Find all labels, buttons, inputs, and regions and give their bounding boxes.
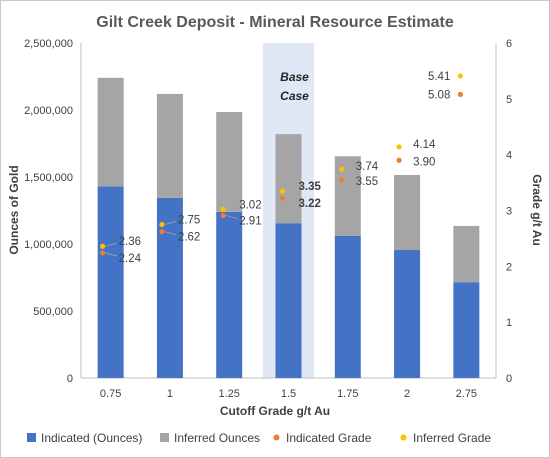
x-tick-label: 2	[404, 388, 410, 400]
y2-tick-label: 1	[506, 317, 512, 329]
x-tick-label: 1.5	[281, 388, 296, 400]
legend-label: Inferred Ounces	[174, 431, 260, 445]
label-leader	[164, 231, 177, 236]
marker-indicated-grade	[339, 177, 345, 183]
y2-tick-label: 0	[506, 373, 512, 385]
base-case-label-line2: Case	[280, 89, 309, 103]
marker-inferred-grade	[159, 221, 165, 228]
y-tick-label: 500,000	[33, 306, 73, 318]
x-tick-label: 1	[167, 388, 173, 400]
bar-indicated-ounces	[394, 250, 421, 378]
bar-inferred-ounces	[97, 77, 124, 187]
label-inferred-grade: 3.02	[239, 199, 261, 211]
marker-indicated-grade	[159, 229, 165, 235]
label-inferred-grade: 5.41	[428, 71, 450, 83]
legend-label: Indicated Grade	[286, 431, 372, 445]
label-indicated-grade: 2.91	[239, 216, 261, 228]
y-tick-label: 1,000,000	[24, 239, 73, 251]
marker-indicated-grade	[100, 250, 106, 256]
bar-indicated-ounces	[156, 197, 183, 378]
label-leader	[226, 205, 238, 210]
y-tick-label: 2,000,000	[24, 105, 73, 117]
label-inferred-grade: 2.36	[119, 236, 141, 248]
bar-indicated-ounces	[334, 235, 361, 378]
plot-area: Base Case 0 500,000 1,000,000 1,500,000 2,000,…	[24, 38, 512, 400]
legend-swatch	[160, 433, 169, 442]
marker-indicated-grade	[396, 157, 402, 163]
marker-indicated-grade	[279, 195, 286, 201]
marker-indicated-grade	[457, 91, 463, 97]
label-indicated-grade: 3.90	[413, 156, 435, 168]
label-indicated-grade: 3.55	[356, 176, 378, 188]
legend-label: Inferred Grade	[413, 431, 491, 445]
marker-inferred-grade	[396, 144, 402, 150]
y2-tick-label: 6	[506, 38, 512, 50]
marker-inferred-grade	[339, 166, 345, 172]
y-tick-label: 2,500,000	[24, 38, 73, 50]
bar-inferred-ounces	[156, 93, 183, 198]
legend-swatch	[27, 433, 36, 442]
label-indicated-grade: 3.22	[299, 198, 321, 210]
y2-tick-label: 3	[506, 206, 512, 218]
bar-indicated-ounces	[453, 282, 480, 378]
label-leader	[285, 187, 297, 192]
bar-inferred-ounces	[216, 112, 243, 212]
bar-indicated-ounces	[216, 211, 243, 378]
y2-tick-label: 2	[506, 261, 512, 273]
x-tick-label: 2.75	[456, 388, 477, 400]
label-inferred-grade: 2.75	[178, 214, 200, 226]
label-leader	[164, 221, 177, 225]
legend-marker	[273, 434, 280, 441]
x-tick-label: 1.25	[219, 388, 240, 400]
x-tick-label: 1.75	[337, 388, 358, 400]
legend-label: Indicated (Ounces)	[41, 431, 142, 445]
legend-marker	[400, 434, 407, 441]
label-inferred-grade: 3.35	[299, 181, 322, 193]
bar-inferred-ounces	[453, 225, 480, 283]
legend: Indicated (Ounces) Inferred Ounces Indicat…	[27, 431, 491, 445]
chart-title: Gilt Creek Deposit - Mineral Resource Es…	[96, 14, 454, 31]
label-leader	[226, 215, 238, 219]
label-inferred-grade: 4.14	[413, 139, 436, 151]
y-tick-label: 0	[67, 373, 73, 385]
marker-inferred-grade	[220, 206, 226, 212]
marker-inferred-grade	[457, 73, 463, 79]
y2-axis-title: Grade g/t Au	[530, 174, 544, 246]
base-case-label-line1: Base	[280, 70, 309, 84]
bar-inferred-ounces	[334, 156, 361, 236]
y-tick-label: 1,500,000	[24, 172, 73, 184]
label-indicated-grade: 5.08	[428, 89, 450, 101]
x-axis-title: Cutoff Grade g/t Au	[220, 404, 330, 418]
marker-inferred-grade	[100, 243, 106, 249]
bar-inferred-ounces	[275, 134, 302, 224]
bar-inferred-ounces	[394, 174, 421, 251]
marker-indicated-grade	[220, 212, 226, 219]
bar-indicated-ounces	[97, 186, 124, 378]
label-leader	[105, 242, 117, 247]
x-tick-label: 0.75	[100, 388, 121, 400]
y-axis-title: Ounces of Gold	[7, 165, 21, 254]
label-indicated-grade: 2.24	[119, 253, 142, 265]
y2-tick-label: 5	[506, 94, 512, 106]
marker-inferred-grade	[279, 188, 286, 194]
label-indicated-grade: 2.62	[178, 232, 200, 244]
label-leader	[285, 197, 297, 202]
label-leader	[105, 252, 117, 257]
y2-tick-label: 4	[506, 150, 512, 162]
label-inferred-grade: 3.74	[356, 161, 379, 173]
bar-indicated-ounces	[275, 223, 302, 378]
